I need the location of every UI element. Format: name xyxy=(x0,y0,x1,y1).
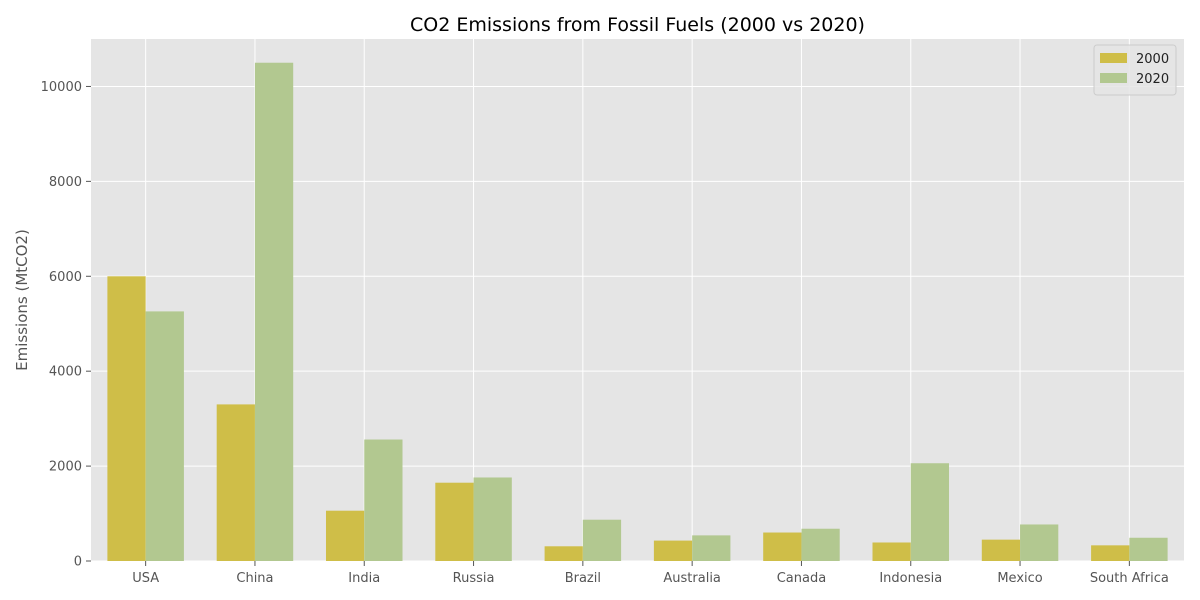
bar-2000-india xyxy=(325,510,365,561)
bar-2020-usa xyxy=(145,311,184,561)
bar-2000-russia xyxy=(435,482,474,561)
bar-2020-india xyxy=(364,439,403,561)
bar-2000-south-africa xyxy=(1091,545,1130,561)
y-tick-label: 8000 xyxy=(49,175,82,190)
bars xyxy=(107,62,1168,562)
chart-title: CO2 Emissions from Fossil Fuels (2000 vs… xyxy=(410,14,865,36)
x-tick-label: Mexico xyxy=(997,571,1042,586)
x-tick-label: Canada xyxy=(777,571,826,586)
x-axis-ticks: USA China India Russia Brazil Australia Canada… xyxy=(132,561,1169,586)
x-tick-label: Indonesia xyxy=(879,571,942,586)
x-tick-label: India xyxy=(348,571,380,586)
legend-label: 2020 xyxy=(1136,72,1169,87)
bar-2020-canada xyxy=(801,528,840,561)
bar-2020-indonesia xyxy=(910,463,950,561)
y-tick-label: 0 xyxy=(74,555,82,570)
x-tick-label: USA xyxy=(132,571,159,586)
x-tick-label: Brazil xyxy=(565,571,601,586)
x-tick-label: Australia xyxy=(663,571,721,586)
y-axis-label: Emissions (MtCO2) xyxy=(13,229,31,371)
bar-2020-brazil xyxy=(582,519,622,561)
legend-label: 2000 xyxy=(1136,52,1169,67)
bar-2020-south-africa xyxy=(1129,537,1168,561)
bar-2020-australia xyxy=(692,535,731,561)
bar-2000-brazil xyxy=(544,546,583,561)
y-tick-label: 10000 xyxy=(41,80,82,95)
y-axis-ticks: 0 2000 4000 6000 8000 10000 xyxy=(41,80,91,570)
bar-2000-australia xyxy=(653,540,693,561)
x-tick-label: South Africa xyxy=(1090,571,1169,586)
bar-2000-china xyxy=(216,404,255,561)
x-tick-label: Russia xyxy=(453,571,495,586)
legend: 2000 2020 xyxy=(1093,44,1177,96)
y-tick-label: 2000 xyxy=(49,460,82,475)
y-tick-label: 6000 xyxy=(49,270,82,285)
bar-2000-usa xyxy=(107,276,146,561)
bar-2020-mexico xyxy=(1020,524,1059,561)
bar-2020-china xyxy=(254,62,294,562)
bar-2000-canada xyxy=(763,532,802,561)
bar-2000-indonesia xyxy=(872,542,911,561)
x-tick-label: China xyxy=(236,571,273,586)
bar-2020-russia xyxy=(473,477,512,561)
legend-swatch xyxy=(1100,73,1127,83)
y-tick-label: 4000 xyxy=(49,365,82,380)
bar-2000-mexico xyxy=(981,539,1021,561)
legend-swatch xyxy=(1100,53,1127,63)
